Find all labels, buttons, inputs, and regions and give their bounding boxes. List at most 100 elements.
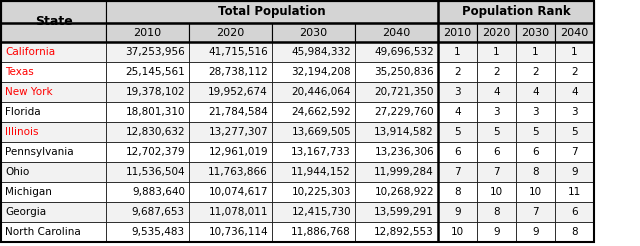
Bar — [555, 202, 594, 222]
Text: 5: 5 — [571, 127, 578, 137]
Text: 24,662,592: 24,662,592 — [291, 107, 351, 117]
Text: 6: 6 — [454, 147, 461, 157]
Bar — [516, 142, 555, 162]
Text: 1: 1 — [493, 47, 500, 57]
Bar — [516, 162, 555, 182]
Text: 13,669,505: 13,669,505 — [291, 127, 351, 137]
Bar — [1, 102, 106, 122]
Text: 11,078,011: 11,078,011 — [209, 207, 268, 217]
Text: 2030: 2030 — [300, 28, 328, 37]
Text: 4: 4 — [571, 87, 578, 97]
Text: 13,167,733: 13,167,733 — [291, 147, 351, 157]
Bar — [355, 102, 438, 122]
Text: 9: 9 — [454, 207, 461, 217]
Bar — [1, 142, 106, 162]
Bar — [516, 182, 555, 202]
Bar — [355, 82, 438, 102]
Bar — [438, 162, 477, 182]
Text: 3: 3 — [532, 107, 539, 117]
Text: 12,892,553: 12,892,553 — [374, 227, 434, 237]
Bar — [516, 23, 555, 42]
Text: 2040: 2040 — [382, 28, 411, 37]
Bar — [516, 122, 555, 142]
Text: 8: 8 — [493, 207, 500, 217]
Text: 2: 2 — [454, 67, 461, 77]
Text: 12,415,730: 12,415,730 — [291, 207, 351, 217]
Text: 20,446,064: 20,446,064 — [291, 87, 351, 97]
Bar — [516, 202, 555, 222]
Text: 2020: 2020 — [483, 28, 511, 37]
Bar — [1, 202, 106, 222]
Bar — [189, 102, 272, 122]
Bar — [555, 62, 594, 82]
Text: 11,999,284: 11,999,284 — [374, 167, 434, 177]
Bar — [477, 62, 516, 82]
Text: 4: 4 — [532, 87, 539, 97]
Bar — [438, 182, 477, 202]
Text: 10,074,617: 10,074,617 — [209, 187, 268, 197]
Text: 2010: 2010 — [444, 28, 472, 37]
Text: 11,886,768: 11,886,768 — [291, 227, 351, 237]
Text: 13,236,306: 13,236,306 — [374, 147, 434, 157]
Bar — [355, 142, 438, 162]
Bar — [189, 162, 272, 182]
Bar — [355, 222, 438, 242]
Text: California: California — [5, 47, 55, 57]
Bar — [516, 62, 555, 82]
Bar — [355, 62, 438, 82]
Bar — [516, 82, 555, 102]
Text: 6: 6 — [493, 147, 500, 157]
Text: 2: 2 — [493, 67, 500, 77]
Bar — [438, 1, 594, 23]
Text: 9: 9 — [571, 167, 578, 177]
Bar — [477, 222, 516, 242]
Text: 19,952,674: 19,952,674 — [208, 87, 268, 97]
Bar — [189, 62, 272, 82]
Bar — [438, 202, 477, 222]
Text: 21,784,584: 21,784,584 — [208, 107, 268, 117]
Bar — [438, 122, 477, 142]
Bar — [106, 23, 189, 42]
Bar — [189, 42, 272, 62]
Text: 10: 10 — [529, 187, 542, 197]
Text: Illinois: Illinois — [5, 127, 38, 137]
Text: State: State — [35, 15, 72, 28]
Bar — [555, 142, 594, 162]
Text: 7: 7 — [493, 167, 500, 177]
Bar — [438, 23, 477, 42]
Text: 8: 8 — [571, 227, 578, 237]
Text: 5: 5 — [454, 127, 461, 137]
Text: 13,914,582: 13,914,582 — [374, 127, 434, 137]
Bar — [477, 23, 516, 42]
Text: 10,225,303: 10,225,303 — [291, 187, 351, 197]
Text: 12,830,632: 12,830,632 — [125, 127, 185, 137]
Bar — [438, 82, 477, 102]
Text: 9,687,653: 9,687,653 — [132, 207, 185, 217]
Bar — [272, 162, 355, 182]
Text: 18,801,310: 18,801,310 — [125, 107, 185, 117]
Text: 8: 8 — [532, 167, 539, 177]
Bar — [1, 162, 106, 182]
Text: Ohio: Ohio — [5, 167, 29, 177]
Text: 1: 1 — [532, 47, 539, 57]
Bar — [555, 162, 594, 182]
Bar — [555, 182, 594, 202]
Bar — [106, 1, 438, 23]
Bar — [516, 102, 555, 122]
Text: 3: 3 — [454, 87, 461, 97]
Text: 19,378,102: 19,378,102 — [125, 87, 185, 97]
Bar — [189, 122, 272, 142]
Bar — [477, 182, 516, 202]
Text: New York: New York — [5, 87, 52, 97]
Text: 4: 4 — [454, 107, 461, 117]
Text: 11,944,152: 11,944,152 — [291, 167, 351, 177]
Bar — [555, 122, 594, 142]
Bar — [106, 102, 189, 122]
Bar — [106, 122, 189, 142]
Bar — [272, 202, 355, 222]
Bar — [272, 23, 355, 42]
Text: Population Rank: Population Rank — [461, 5, 570, 18]
Bar — [355, 122, 438, 142]
Text: 28,738,112: 28,738,112 — [208, 67, 268, 77]
Text: 1: 1 — [454, 47, 461, 57]
